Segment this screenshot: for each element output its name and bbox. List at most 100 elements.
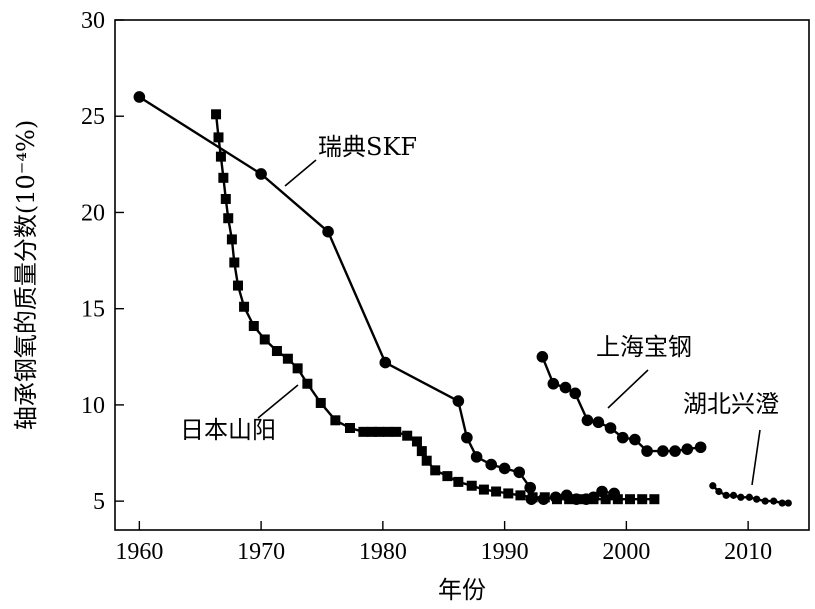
data-point-small-circle	[715, 487, 723, 496]
data-point-square	[213, 132, 224, 143]
y-tick-label: 30	[81, 8, 105, 34]
data-point-square	[358, 426, 369, 437]
data-point-square	[218, 172, 229, 183]
y-tick-label: 5	[93, 489, 105, 515]
data-point-small-circle	[778, 499, 786, 507]
data-point-circle	[608, 487, 620, 500]
annotation-sanyo: 日本山阳	[180, 416, 276, 444]
data-point-square	[248, 321, 259, 331]
data-point-circle	[560, 489, 573, 502]
data-point-square	[223, 213, 234, 224]
series-1	[211, 109, 660, 505]
data-point-square	[421, 455, 432, 466]
data-point-small-circle	[745, 493, 753, 501]
data-point-square	[600, 494, 611, 505]
data-point-small-circle	[737, 493, 745, 501]
data-point-square	[215, 151, 226, 162]
y-tick-label: 20	[81, 200, 105, 226]
data-point-circle	[536, 350, 549, 363]
data-point-small-circle	[729, 491, 738, 499]
data-point-circle	[616, 431, 629, 444]
data-point-small-circle	[722, 491, 730, 499]
x-tick-label: 1960	[115, 539, 163, 565]
data-point-square	[430, 465, 441, 476]
data-point-small-circle	[770, 497, 778, 505]
data-point-circle	[547, 377, 560, 390]
data-point-circle	[657, 445, 669, 457]
x-tick-label: 2010	[724, 539, 772, 565]
series-0	[133, 91, 536, 494]
series-layer	[133, 91, 792, 507]
data-point-circle	[525, 493, 538, 506]
data-point-circle	[604, 422, 617, 434]
data-point-square	[416, 446, 427, 457]
data-point-square	[649, 494, 660, 505]
data-point-circle	[559, 381, 572, 394]
data-point-square	[292, 363, 303, 374]
data-point-square	[239, 301, 250, 312]
annotation-baosteel: 上海宝钢	[596, 333, 692, 361]
data-point-circle	[596, 485, 608, 498]
data-point-small-circle	[761, 497, 769, 505]
data-point-square	[411, 436, 422, 447]
y-tick-label: 10	[81, 393, 105, 419]
data-point-square	[330, 415, 341, 426]
data-point-circle	[641, 445, 653, 457]
data-point-square	[402, 430, 413, 441]
data-point-square	[344, 423, 355, 433]
data-point-circle	[498, 462, 511, 475]
data-point-square	[503, 488, 514, 499]
data-point-small-circle	[784, 499, 792, 507]
data-point-circle	[322, 225, 334, 238]
data-point-square	[612, 494, 623, 505]
axes	[114, 19, 810, 531]
annotations: 瑞典SKF 日本山阳 上海宝钢 湖北兴澄	[180, 133, 779, 486]
y-tick-label: 25	[81, 104, 105, 130]
x-tick-label: 1990	[481, 539, 529, 565]
annotation-xingcheng: 湖北兴澄	[683, 390, 779, 418]
plot-frame	[114, 19, 810, 531]
series-line	[214, 114, 655, 501]
data-point-square	[220, 193, 231, 204]
data-point-square	[625, 494, 636, 505]
data-point-circle	[629, 433, 641, 446]
x-tick-label: 2000	[602, 539, 650, 565]
x-tick-label: 1980	[359, 539, 407, 565]
data-point-square	[366, 426, 377, 437]
data-point-square	[374, 426, 385, 437]
annotation-skf: 瑞典SKF	[318, 133, 417, 161]
data-point-square	[211, 109, 222, 120]
data-point-square	[302, 378, 313, 389]
x-tick-label: 1970	[237, 539, 285, 565]
data-point-square	[226, 234, 237, 245]
series-3	[709, 482, 792, 507]
data-point-circle	[569, 387, 582, 400]
data-point-square	[637, 494, 648, 505]
leader-skf	[284, 159, 317, 187]
data-point-circle	[485, 458, 498, 471]
x-axis-title: 年份	[438, 576, 486, 604]
data-point-circle	[461, 431, 473, 444]
data-point-square	[453, 476, 464, 487]
data-point-circle	[513, 466, 526, 479]
leader-xingcheng	[751, 429, 761, 486]
data-point-circle	[669, 445, 681, 457]
data-point-small-circle	[709, 482, 717, 490]
data-point-circle	[549, 491, 562, 504]
data-point-square	[382, 426, 393, 437]
data-point-square	[466, 480, 477, 491]
data-point-square	[515, 490, 526, 501]
y-axis-title: 轴承钢氧的质量分数(10⁻⁴%)	[12, 120, 40, 430]
data-point-square	[478, 484, 489, 495]
data-point-circle	[537, 493, 550, 506]
data-point-circle	[470, 451, 483, 463]
data-point-circle	[592, 416, 605, 429]
data-point-circle	[581, 414, 594, 427]
data-point-circle	[587, 491, 600, 504]
series-2	[536, 350, 707, 457]
data-point-square	[491, 486, 502, 497]
data-point-square	[229, 257, 240, 268]
data-point-square	[391, 426, 402, 437]
data-point-square	[315, 397, 326, 408]
